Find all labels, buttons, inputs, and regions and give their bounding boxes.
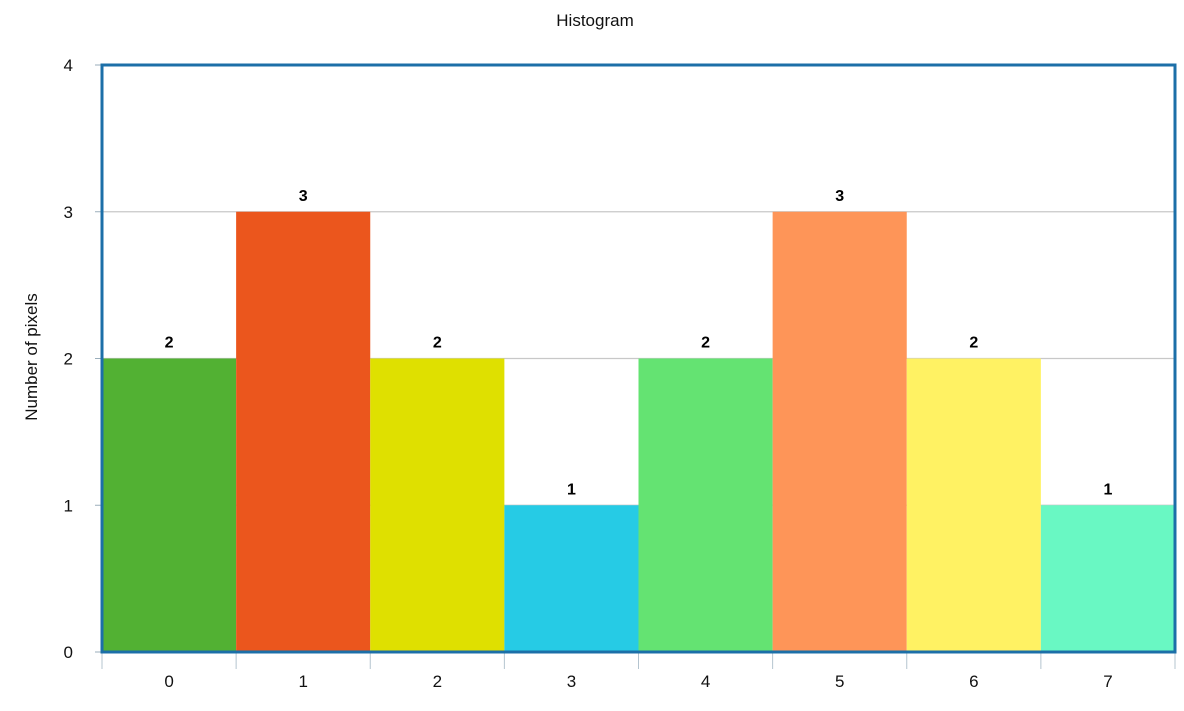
data-label-6: 2 [969,335,978,352]
plot-frame [100,63,1177,654]
bar-2 [370,358,505,652]
bar-1 [236,211,371,652]
data-label-4: 2 [701,335,710,352]
y-tick-label: 0 [64,643,73,662]
x-tick-label-3: 3 [567,672,576,691]
x-tick-label-7: 7 [1103,672,1112,691]
y-tick-label: 4 [64,56,73,75]
bar-0 [102,358,237,652]
x-tick-label-1: 1 [298,672,307,691]
x-tick-label-6: 6 [969,672,978,691]
axes: 0 1 2 3 4 0 1 2 3 4 5 6 7 [64,56,1177,691]
chart-title: Histogram [556,11,633,30]
data-label-1: 3 [299,188,308,205]
data-labels: 2 3 2 1 2 3 2 1 [165,188,1113,499]
bar-6 [906,358,1041,652]
x-tick-label-0: 0 [164,672,173,691]
x-tick-label-4: 4 [701,672,710,691]
data-label-7: 1 [1103,481,1112,498]
y-axis-label: Number of pixels [22,293,41,421]
y-tick-label: 3 [64,203,73,222]
bar-4 [638,358,773,652]
bars [102,211,1175,652]
data-label-3: 1 [567,481,576,498]
x-tick-label-5: 5 [835,672,844,691]
bar-5 [772,211,907,652]
data-label-0: 2 [165,335,174,352]
bar-7 [1040,505,1175,652]
data-label-2: 2 [433,335,442,352]
data-label-5: 3 [835,188,844,205]
bar-3 [504,505,639,652]
y-tick-label: 2 [64,350,73,369]
x-tick-label-2: 2 [433,672,442,691]
y-tick-label: 1 [64,496,73,515]
